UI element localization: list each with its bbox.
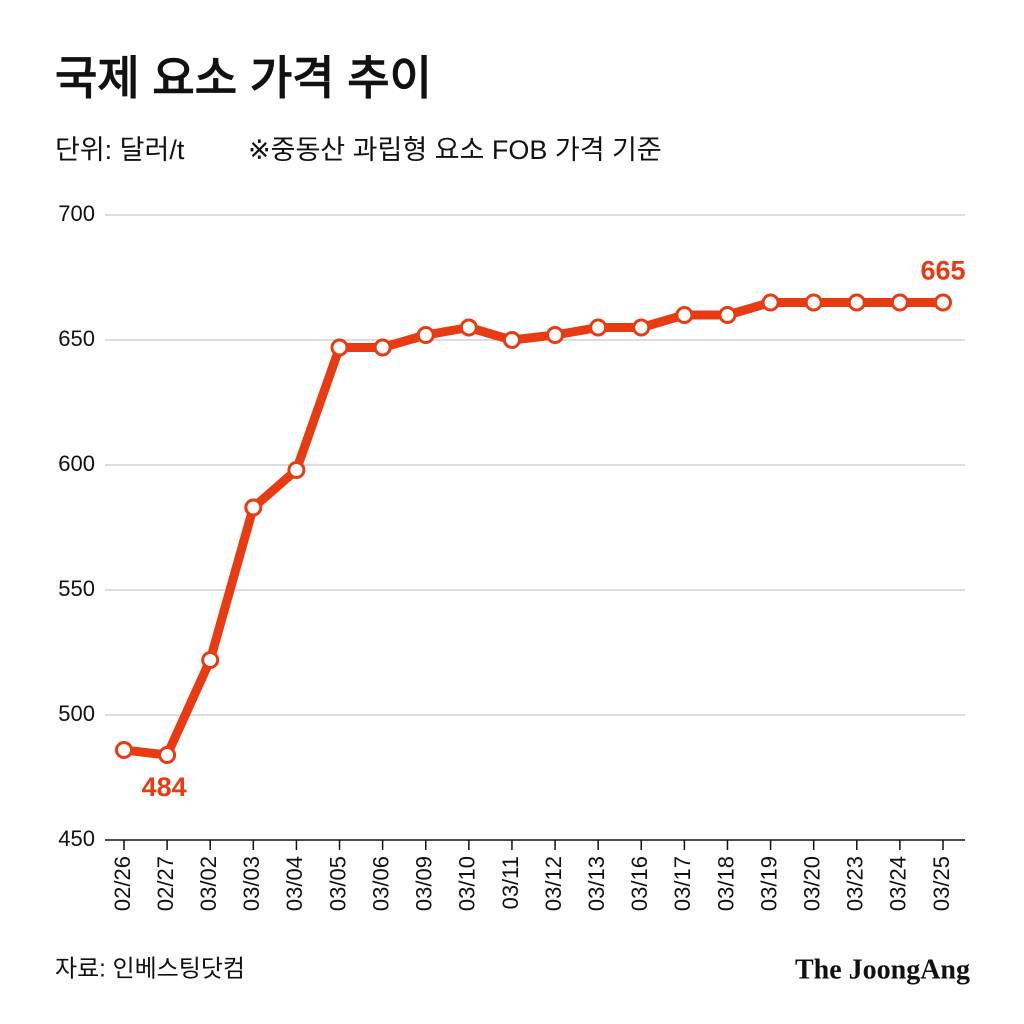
source: 자료: 인베스팅닷컴: [55, 955, 245, 982]
x-tick-label: 03/23: [843, 856, 868, 911]
y-tick-label: 650: [58, 326, 95, 351]
data-point: [115, 741, 133, 759]
chart-title: 국제 요소 가격 추이: [55, 52, 432, 104]
data-point: [934, 293, 952, 312]
y-tick-label: 550: [58, 576, 95, 601]
x-tick-label: 03/25: [929, 856, 954, 911]
x-tick-label: 03/17: [670, 856, 695, 911]
x-tick-label: 03/02: [196, 856, 221, 911]
y-tick-label: 450: [58, 826, 95, 851]
data-point: [373, 338, 392, 357]
x-tick-label: 03/24: [886, 856, 911, 911]
x-tick-label: 03/11: [498, 856, 523, 909]
data-point: [804, 293, 823, 312]
data-point: [416, 326, 435, 344]
data-point: [847, 293, 866, 312]
data-line: [123, 298, 943, 760]
data-point: [589, 318, 608, 337]
data-point: [330, 338, 349, 357]
x-tick-label: 03/18: [713, 856, 738, 911]
value-label: 665: [920, 256, 965, 286]
data-point: [632, 318, 651, 337]
x-tick-label: 02/26: [110, 856, 135, 911]
x-tick-label: 02/27: [153, 856, 178, 911]
x-tick-label: 03/04: [282, 856, 307, 911]
y-tick-label: 600: [58, 451, 95, 476]
x-tick-label: 03/20: [799, 856, 824, 911]
x-tick-label: 03/16: [627, 856, 652, 911]
chart-note: ※중동산 과립형 요소 FOB 가격 기준: [248, 135, 662, 165]
x-tick-label: 03/10: [455, 856, 480, 911]
data-point: [546, 326, 565, 344]
y-tick-label: 500: [58, 701, 95, 726]
data-point: [158, 746, 177, 764]
data-point: [890, 293, 909, 312]
x-tick-label: 03/03: [239, 856, 264, 911]
data-point: [502, 331, 521, 349]
data-point: [244, 498, 263, 517]
data-point: [459, 318, 478, 337]
data-point: [761, 293, 780, 312]
x-tick-label: 03/13: [584, 856, 609, 911]
x-tick-label: 03/09: [412, 856, 437, 911]
brand: The JoongAng: [795, 954, 970, 985]
x-tick-label: 03/05: [325, 856, 350, 911]
x-tick-label: 03/19: [756, 856, 781, 911]
data-point: [201, 651, 220, 669]
data-point: [675, 306, 694, 324]
x-tick-label: 03/06: [368, 856, 393, 911]
y-tick-label: 700: [58, 201, 95, 226]
chart-subtitle: 단위: 달러/t: [55, 135, 185, 165]
value-label: 484: [142, 772, 187, 802]
data-point: [718, 306, 737, 324]
x-tick-label: 03/12: [541, 856, 566, 911]
data-point: [287, 461, 306, 479]
